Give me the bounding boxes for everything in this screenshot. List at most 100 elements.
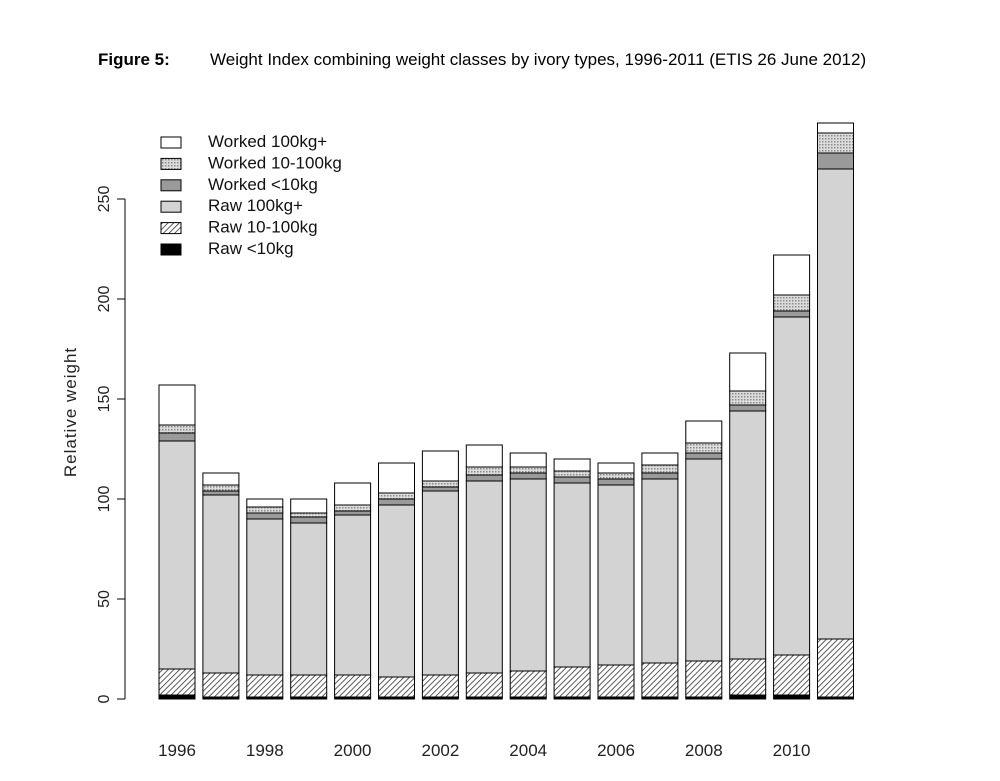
bar-segment <box>729 410 767 660</box>
bar-segment <box>729 658 767 696</box>
bar-stack-2005 <box>553 458 591 700</box>
bar-segment <box>729 404 767 412</box>
bar-segment <box>817 168 854 640</box>
bar-segment <box>773 254 811 296</box>
bar-segment <box>641 452 679 466</box>
bar-segment <box>729 694 767 700</box>
figure-label: Figure 5: <box>98 50 170 69</box>
bar-segment <box>334 504 372 512</box>
bar-segment <box>421 486 459 492</box>
x-tick-label: 2006 <box>597 741 635 760</box>
bar-segment <box>729 352 767 392</box>
x-tick-label: 2008 <box>685 741 723 760</box>
bar-segment <box>817 122 854 134</box>
bar-segment <box>509 478 547 672</box>
legend-label: Worked 10-100kg <box>208 153 342 172</box>
bar-segment <box>202 472 240 486</box>
bar-segment <box>685 458 723 662</box>
bar-segment <box>597 462 635 474</box>
bar-segment <box>553 482 591 668</box>
bar-segment <box>641 472 679 480</box>
y-axis: 0 50 100 150 200 250 <box>96 186 126 703</box>
bar-stack-2004 <box>509 452 547 700</box>
bar-segment <box>641 464 679 474</box>
bar-segment <box>158 424 196 434</box>
bar-segment <box>553 470 591 478</box>
y-tick-label: 200 <box>96 286 113 313</box>
legend-item: Worked 10-100kg <box>160 153 342 172</box>
bar-segment <box>773 294 811 312</box>
bar-segment <box>202 494 240 674</box>
bar-segment <box>334 510 372 516</box>
bar-segment <box>202 672 240 698</box>
bar-stack-1996 <box>158 384 196 700</box>
bar-segment <box>421 674 459 698</box>
bar-segment <box>817 132 854 154</box>
x-tick-label: 2002 <box>421 741 459 760</box>
bar-segment <box>773 694 811 700</box>
bar-segment <box>465 474 503 482</box>
legend-label: Raw 10-100kg <box>208 218 318 237</box>
x-tick-label: 1998 <box>246 741 284 760</box>
bar-segment <box>290 522 328 676</box>
bar-segment <box>685 442 723 454</box>
bar-segment <box>158 432 196 442</box>
bar-segment <box>334 482 372 506</box>
bar-segment <box>685 452 723 460</box>
legend-item: Raw <10kg <box>160 239 294 258</box>
bar-segment <box>334 514 372 676</box>
bar-segment <box>158 668 196 696</box>
bar-segment <box>378 492 415 500</box>
x-tick-label: 2010 <box>773 741 811 760</box>
legend-swatch <box>160 200 182 213</box>
bar-segment <box>553 458 591 472</box>
bar-segment <box>246 512 284 520</box>
bar-stack-1998 <box>246 498 284 700</box>
bar-segment <box>378 504 415 678</box>
bar-segment <box>509 452 547 468</box>
bar-segment <box>597 478 635 486</box>
legend-label: Raw <10kg <box>208 239 294 258</box>
bar-segment <box>553 476 591 484</box>
bar-segment <box>290 512 328 518</box>
bar-segment <box>729 390 767 406</box>
legend-swatch <box>160 222 182 235</box>
bar-stack-2002 <box>421 450 459 700</box>
x-tick-label: 1996 <box>158 741 196 760</box>
bar-segment <box>465 466 503 476</box>
bar-segment <box>509 670 547 698</box>
bar-segment <box>246 674 284 698</box>
legend: Worked 100kg+ Worked 10-100kg Worked <10kg… <box>160 132 342 258</box>
legend-label: Worked <10kg <box>208 175 318 194</box>
bar-segment <box>246 498 284 508</box>
bar-stack-2008 <box>685 420 723 700</box>
y-tick-label: 100 <box>96 486 113 513</box>
bar-segment <box>290 674 328 698</box>
y-tick-label: 250 <box>96 186 113 213</box>
y-tick-label: 50 <box>96 590 113 608</box>
y-tick-label: 150 <box>96 386 113 413</box>
legend-item: Worked <10kg <box>160 175 318 194</box>
bar-stack-2007 <box>641 452 679 700</box>
bar-segment <box>509 466 547 474</box>
bar-segment <box>641 478 679 664</box>
x-tick-label: 2000 <box>334 741 372 760</box>
bar-segment <box>465 480 503 674</box>
legend-swatch <box>160 157 182 170</box>
bar-segment <box>465 672 503 698</box>
bar-segment <box>290 516 328 524</box>
bar-segment <box>685 420 723 444</box>
bar-segment <box>773 310 811 318</box>
bar-segment <box>817 638 854 698</box>
legend-item: Raw 10-100kg <box>160 218 318 237</box>
bar-segment <box>246 506 284 514</box>
bar-stack-2009 <box>729 352 767 700</box>
bar-stack-2006 <box>597 462 635 700</box>
bar-stack-2003 <box>465 444 503 700</box>
legend-item: Raw 100kg+ <box>160 196 303 215</box>
legend-swatch <box>160 136 182 149</box>
bar-stack-2001 <box>378 462 415 700</box>
bar-segment <box>378 462 415 494</box>
figure-caption: Figure 5: Weight Index combining weight c… <box>98 50 866 70</box>
